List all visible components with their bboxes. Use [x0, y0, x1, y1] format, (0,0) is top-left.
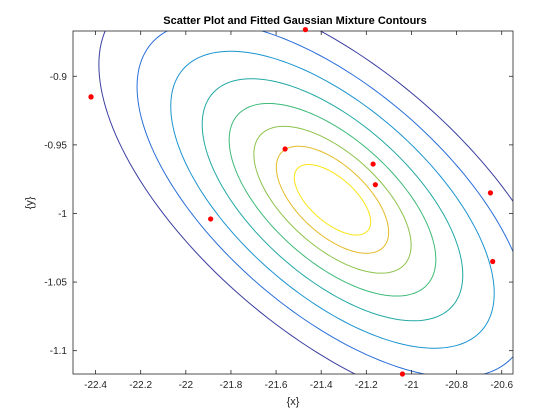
chart-title: Scatter Plot and Fitted Gaussian Mixture…	[163, 15, 426, 27]
x-tick-label: -22.4	[84, 380, 107, 391]
y-tick-label: -1	[58, 209, 67, 220]
y-axis-label: {y}	[24, 196, 36, 209]
scatter-point	[370, 161, 376, 167]
x-tick-label: -21.8	[220, 380, 243, 391]
contour-level-6	[170, 50, 495, 349]
scatter-point	[208, 216, 214, 222]
y-tick-label: -0.95	[44, 140, 67, 151]
x-tick-label: -21.2	[355, 380, 378, 391]
scatter-point	[302, 27, 309, 33]
x-tick-label: -21	[404, 380, 419, 391]
contour-level-7	[136, 31, 513, 374]
scatter-point	[372, 182, 378, 188]
contour-group	[98, 31, 513, 374]
x-tick-label: -20.6	[490, 380, 513, 391]
x-ticks: -22.4 -22.2 -22 -21.8 -21.6 -21.4 -21.2 -21 -20.…	[84, 31, 514, 391]
scatter-point	[399, 371, 406, 377]
x-tick-label: -22	[179, 380, 194, 391]
scatter-points	[88, 27, 496, 377]
contour-level-1	[293, 164, 372, 236]
contour-level-4	[228, 102, 437, 297]
x-tick-label: -21.4	[310, 380, 333, 391]
scatter-point	[487, 190, 494, 196]
contour-level-2	[275, 145, 390, 254]
y-tick-label: -0.9	[50, 72, 68, 83]
y-ticks: -0.9 -0.95 -1 -1.05 -1.1	[44, 72, 513, 357]
x-tick-label: -22.2	[129, 380, 152, 391]
y-tick-label: -1.05	[44, 278, 67, 289]
scatter-point	[490, 258, 496, 265]
contour-level-8	[98, 31, 513, 374]
axes-background	[73, 31, 513, 374]
x-tick-label: -20.8	[445, 380, 468, 391]
scatter-point	[88, 94, 94, 100]
axes-box	[72, 30, 514, 375]
x-tick-label: -21.6	[265, 380, 288, 391]
x-axis-label: {x}	[287, 396, 300, 408]
y-tick-label: -1.1	[50, 346, 68, 357]
contour-level-5	[201, 78, 464, 322]
contour-level-3	[253, 125, 412, 274]
plot-area: -22.4 -22.2 -22 -21.8 -21.6 -21.4 -21.2 -21 -20.…	[44, 27, 514, 391]
scatter-point	[282, 146, 288, 152]
